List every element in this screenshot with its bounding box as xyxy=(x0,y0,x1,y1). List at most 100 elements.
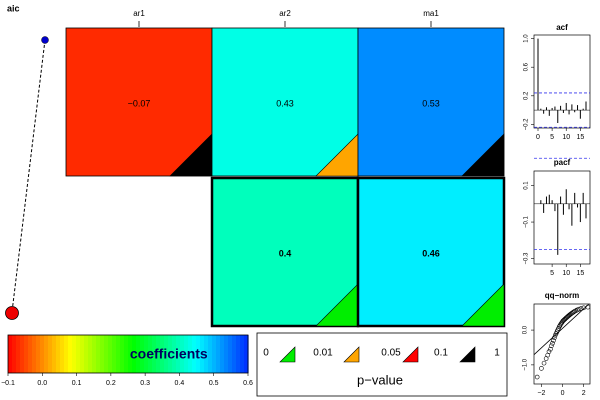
colorbar-segment xyxy=(216,335,221,373)
x-tick-label: 15 xyxy=(576,134,584,141)
qq-plot-area xyxy=(534,304,590,380)
cell-value-label: 0.53 xyxy=(422,98,440,108)
panel-title: qq−norm xyxy=(545,291,579,300)
colorbar-tick-label: 0.0 xyxy=(37,380,47,387)
colorbar-segment xyxy=(40,335,45,373)
colorbar-segment xyxy=(188,335,193,373)
colorbar-segment xyxy=(208,335,213,373)
column-label: ma1 xyxy=(423,9,439,18)
colorbar-segment xyxy=(244,335,249,373)
y-tick-label: 0.6 xyxy=(524,62,530,71)
panel-frame xyxy=(533,303,591,385)
colorbar-segment xyxy=(156,335,161,373)
coefficients-colorbar: coefficients −0.1 0.0 0.1 0.2 0.3 0.4 0.5 0.6 xyxy=(1,334,253,387)
qq-point xyxy=(546,349,552,354)
colorbar-tick-label: 0.2 xyxy=(106,380,116,387)
qq-point xyxy=(581,305,586,311)
aic-connector xyxy=(11,39,46,313)
colorbar-segment xyxy=(24,335,29,373)
x-tick-label: 0 xyxy=(561,390,565,397)
p-value-swatch xyxy=(402,346,419,363)
colorbar-segment xyxy=(44,335,49,373)
x-tick-label: 2 xyxy=(582,390,586,397)
colorbar-segment xyxy=(96,335,101,373)
colorbar-segment xyxy=(12,335,17,373)
panel-title: pacf xyxy=(554,158,571,167)
left-title: aic xyxy=(7,3,20,13)
colorbar-segment xyxy=(28,335,33,373)
qq-point xyxy=(578,306,584,311)
p-value-label: 1 xyxy=(494,348,500,359)
panel-frame xyxy=(533,170,591,265)
x-tick-label: −2 xyxy=(537,390,545,397)
x-tick-label: 5 xyxy=(550,270,554,277)
qq-point xyxy=(556,324,562,329)
colorbar-segment xyxy=(144,335,149,373)
colorbar-segment xyxy=(176,335,181,373)
qq-point xyxy=(550,341,555,346)
colorbar-segment xyxy=(128,335,133,373)
p-value-label: 0.01 xyxy=(313,348,333,359)
qq-point xyxy=(539,366,544,371)
colorbar-segment xyxy=(152,335,157,373)
colorbar-segment xyxy=(100,335,105,373)
y-tick-label: −0.3 xyxy=(524,252,530,265)
colorbar-segment xyxy=(232,335,237,373)
qq-point xyxy=(571,309,576,315)
x-tick-label: 10 xyxy=(562,134,570,141)
p-value-label: 0.1 xyxy=(434,348,448,359)
y-tick-label: 1.0 xyxy=(524,34,530,43)
colorbar-segment xyxy=(20,335,25,373)
coefficient-heatmap: aic ar1 ar2 ma1 −0.07 0.43 0.53 0.4 0.46 xyxy=(5,3,506,328)
column-label: ar2 xyxy=(279,9,291,18)
p-value-triangle xyxy=(461,283,505,327)
colorbar-segment xyxy=(140,335,145,373)
y-tick-label: 0.0 xyxy=(523,325,529,334)
qq-reference-line xyxy=(534,304,590,355)
colorbar-segment xyxy=(60,335,65,373)
p-value-triangle xyxy=(461,133,505,177)
colorbar-segment xyxy=(52,335,57,373)
heatmap-cell xyxy=(356,176,506,328)
colorbar-segment xyxy=(88,335,93,373)
colorbar-tick-label: 0.5 xyxy=(209,380,219,387)
colorbar-segment xyxy=(164,335,169,373)
acf-panel: acf −0.2 0.2 0.6 1.0 0 5 10 15 xyxy=(524,23,591,141)
colorbar-segment xyxy=(104,335,109,373)
aic-marker-bottom xyxy=(5,306,19,320)
cell-value-label: −0.07 xyxy=(128,98,151,108)
colorbar-segment xyxy=(16,335,21,373)
colorbar-frame xyxy=(7,334,249,374)
panel-frame xyxy=(533,34,591,129)
y-tick-label: 0.2 xyxy=(524,91,530,100)
column-label: ar1 xyxy=(133,9,145,18)
colorbar-tick-label: 0.3 xyxy=(140,380,150,387)
cell-value-label: 0.4 xyxy=(279,248,292,258)
colorbar-segment xyxy=(180,335,185,373)
colorbar-segment xyxy=(56,335,61,373)
qq-point xyxy=(551,338,556,343)
colorbar-segment xyxy=(64,335,69,373)
y-tick-label: −0.1 xyxy=(524,215,530,228)
colorbar-segment xyxy=(240,335,245,373)
cell-value-label: 0.46 xyxy=(422,248,440,258)
colorbar-segment xyxy=(136,335,141,373)
cell-value-label: 0.43 xyxy=(276,98,294,108)
p-value-legend: 0 0.01 0.05 0.1 1 p−value xyxy=(256,332,508,397)
qq-point xyxy=(576,306,582,312)
colorbar-segment xyxy=(116,335,121,373)
colorbar-segment xyxy=(168,335,173,373)
colorbar-segment xyxy=(76,335,81,373)
colorbar-segment xyxy=(84,335,89,373)
y-tick-label: −0.2 xyxy=(524,118,530,131)
colorbar-title: coefficients xyxy=(130,346,208,362)
p-value-legend-box xyxy=(256,332,508,397)
qq-point xyxy=(549,343,554,349)
qq-point xyxy=(534,374,540,380)
colorbar-segment xyxy=(200,335,205,373)
p-value-swatch xyxy=(459,346,476,363)
colorbar-segment xyxy=(108,335,113,373)
heatmap-cell xyxy=(65,27,213,177)
colorbar-segment xyxy=(220,335,225,373)
